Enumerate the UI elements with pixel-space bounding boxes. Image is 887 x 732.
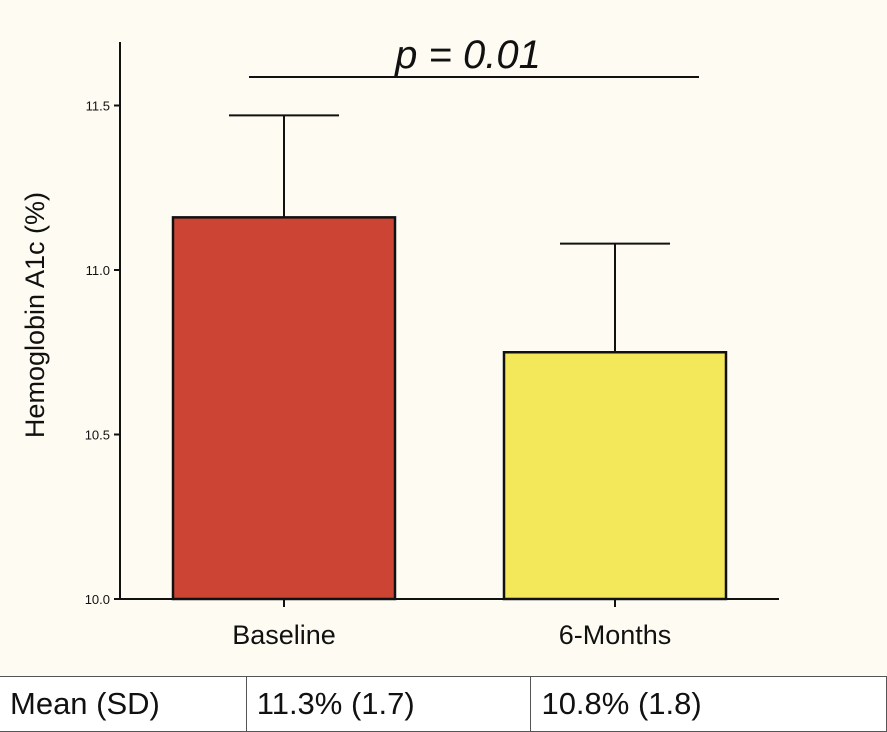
row-label-cell: Mean (SD) (0, 676, 247, 732)
baseline-value-cell: 11.3% (1.7) (245, 676, 532, 732)
bars (171, 114, 728, 601)
six-months-value-cell: 10.8% (1.8) (530, 676, 887, 732)
bar-6-months (502, 351, 728, 601)
x-category-label: 6-Months (559, 620, 672, 650)
chart-area: 10.0 10.5 11.0 11.5 Baseline 6-Months p = 0.0… (20, 33, 779, 650)
y-tick-label: 10.5 (85, 428, 110, 443)
p-value-label: p = 0.01 (394, 33, 541, 77)
x-category-label: Baseline (232, 620, 336, 650)
y-tick-label: 11.0 (86, 263, 110, 278)
y-tick-label: 11.5 (86, 99, 110, 114)
bar-baseline (171, 216, 397, 601)
y-tick-label: 10.0 (85, 592, 110, 607)
table-row: Mean (SD) 11.3% (1.7) 10.8% (1.8) (0, 676, 887, 732)
bar-chart: 10.0 10.5 11.0 11.5 Baseline 6-Months p = 0.0… (20, 33, 779, 650)
y-axis-title: Hemoglobin A1c (%) (20, 192, 50, 438)
summary-table: Mean (SD) 11.3% (1.7) 10.8% (1.8) (0, 676, 887, 732)
significance-annotation: p = 0.01 (249, 33, 699, 78)
